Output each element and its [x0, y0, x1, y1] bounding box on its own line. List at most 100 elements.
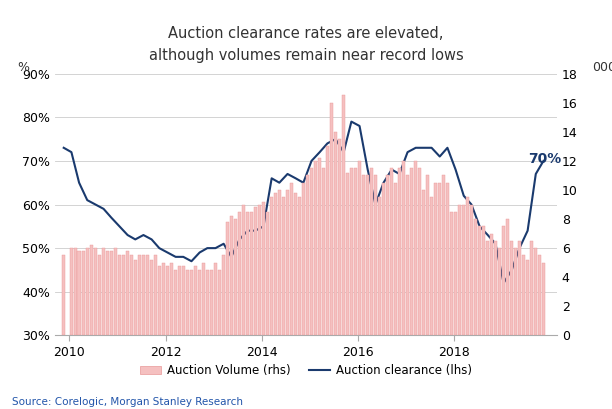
Bar — [258, 204, 261, 335]
Bar — [478, 226, 481, 335]
Bar — [62, 255, 65, 335]
Bar — [494, 241, 497, 335]
Bar — [230, 216, 233, 335]
Bar — [486, 241, 490, 335]
Bar — [266, 212, 269, 335]
Bar — [502, 226, 506, 335]
Bar — [498, 248, 501, 335]
Bar — [318, 158, 321, 335]
Bar — [210, 270, 214, 335]
Bar — [354, 168, 357, 335]
Bar — [150, 260, 153, 335]
Bar — [86, 248, 89, 335]
Bar — [302, 183, 305, 335]
Bar — [242, 204, 245, 335]
Bar — [174, 270, 177, 335]
Bar — [166, 265, 169, 335]
Bar — [430, 197, 433, 335]
Bar — [238, 212, 241, 335]
Bar — [382, 183, 385, 335]
Bar — [102, 248, 105, 335]
Bar — [298, 197, 301, 335]
Bar — [490, 234, 493, 335]
Bar — [146, 255, 149, 335]
Bar — [250, 212, 253, 335]
Bar — [322, 168, 325, 335]
Text: %: % — [17, 61, 29, 74]
Legend: Auction Volume (rhs), Auction clearance (lhs): Auction Volume (rhs), Auction clearance … — [135, 360, 477, 382]
Bar — [470, 204, 473, 335]
Bar — [110, 251, 113, 335]
Bar — [70, 248, 73, 335]
Bar — [530, 241, 533, 335]
Bar — [253, 207, 257, 335]
Bar — [246, 212, 249, 335]
Bar — [330, 103, 334, 335]
Bar — [518, 241, 521, 335]
Bar — [118, 255, 121, 335]
Text: 70%: 70% — [528, 152, 561, 166]
Bar — [474, 219, 477, 335]
Bar — [398, 168, 401, 335]
Text: Source: Corelogic, Morgan Stanley Research: Source: Corelogic, Morgan Stanley Resear… — [12, 397, 243, 407]
Bar — [482, 226, 485, 335]
Bar — [446, 183, 449, 335]
Bar — [462, 204, 466, 335]
Bar — [193, 265, 197, 335]
Bar — [106, 251, 109, 335]
Bar — [202, 263, 205, 335]
Bar — [294, 193, 297, 335]
Bar — [289, 183, 293, 335]
Bar — [534, 248, 537, 335]
Bar — [226, 222, 229, 335]
Bar — [262, 202, 265, 335]
Bar — [342, 95, 345, 335]
Bar — [286, 190, 289, 335]
Bar — [138, 255, 141, 335]
Bar — [338, 139, 341, 335]
Bar — [426, 175, 430, 335]
Bar — [97, 255, 101, 335]
Bar — [314, 161, 317, 335]
Bar — [378, 197, 381, 335]
Bar — [282, 197, 285, 335]
Bar — [122, 255, 125, 335]
Bar — [270, 197, 274, 335]
Bar — [326, 146, 329, 335]
Bar — [442, 175, 446, 335]
Bar — [306, 175, 309, 335]
Bar — [346, 173, 349, 335]
Bar — [130, 255, 133, 335]
Bar — [422, 190, 425, 335]
Bar — [409, 168, 413, 335]
Bar — [158, 265, 161, 335]
Bar — [454, 212, 457, 335]
Bar — [310, 168, 313, 335]
Bar — [366, 175, 370, 335]
Bar — [278, 190, 281, 335]
Bar — [177, 265, 181, 335]
Bar — [73, 248, 77, 335]
Bar — [374, 175, 377, 335]
Bar — [142, 255, 145, 335]
Text: 000s: 000s — [592, 61, 612, 74]
Bar — [77, 251, 81, 335]
Bar — [182, 265, 185, 335]
Bar — [154, 255, 157, 335]
Bar — [362, 175, 365, 335]
Bar — [190, 270, 193, 335]
Bar — [198, 270, 201, 335]
Bar — [402, 161, 405, 335]
Bar — [394, 183, 397, 335]
Bar — [162, 263, 165, 335]
Bar — [349, 168, 353, 335]
Bar — [466, 197, 469, 335]
Bar — [126, 251, 129, 335]
Bar — [450, 212, 453, 335]
Bar — [334, 132, 337, 335]
Bar — [370, 168, 373, 335]
Bar — [274, 193, 277, 335]
Bar — [358, 161, 361, 335]
Bar — [94, 248, 97, 335]
Bar — [222, 255, 225, 335]
